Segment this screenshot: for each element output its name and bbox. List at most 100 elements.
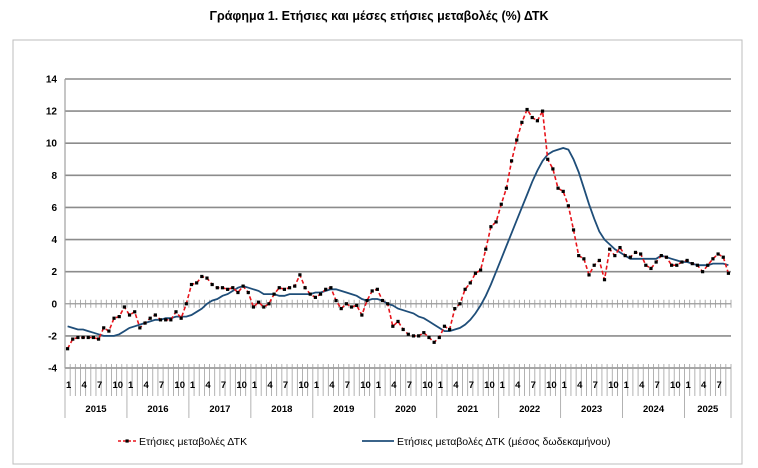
series-line-annual (66, 107, 730, 350)
year-label: 2017 (209, 404, 230, 415)
year-label: 2023 (581, 404, 602, 415)
data-point-annual (308, 292, 312, 296)
year-label: 2016 (147, 404, 168, 415)
data-point-annual (432, 340, 436, 344)
data-point-annual (685, 258, 689, 263)
month-tick-label: 7 (345, 380, 350, 391)
data-point-annual (613, 254, 617, 258)
data-point-annual (355, 303, 359, 307)
data-point-annual (138, 326, 142, 330)
data-point-annual (726, 271, 731, 275)
year-label: 2021 (457, 404, 479, 415)
data-point-annual (473, 271, 478, 275)
month-tick-label: 1 (562, 380, 568, 391)
data-point-annual (86, 335, 90, 340)
month-tick-label: 7 (717, 380, 722, 391)
y-tick-label: -2 (48, 331, 57, 342)
data-point-annual (608, 247, 612, 251)
data-point-annual (427, 335, 431, 340)
data-point-annual (365, 298, 369, 303)
data-point-annual (65, 347, 70, 351)
data-point-annual (122, 305, 126, 309)
month-tick-label: 1 (500, 380, 506, 391)
year-label: 2024 (643, 404, 665, 415)
data-point-annual (566, 204, 570, 208)
y-tick-label: 4 (51, 235, 57, 246)
data-point-annual (334, 298, 338, 303)
data-point-annual (422, 331, 426, 335)
month-tick-label: 4 (143, 380, 149, 391)
data-point-annual (649, 266, 653, 271)
data-point-annual (458, 302, 462, 306)
month-tick-label: 1 (624, 380, 630, 391)
data-point-annual (251, 305, 256, 309)
data-point-annual (716, 252, 720, 256)
data-point-annual (303, 286, 307, 290)
data-point-annual (535, 119, 539, 123)
year-label: 2022 (519, 404, 540, 415)
month-tick-label: 10 (484, 380, 495, 391)
data-point-annual (143, 321, 147, 325)
data-point-annual (112, 316, 116, 320)
data-point-annual (272, 292, 276, 296)
data-point-annual (360, 313, 364, 317)
data-point-annual (96, 337, 101, 341)
data-point-annual (453, 306, 457, 311)
data-point-annual (241, 284, 245, 288)
data-point-annual (675, 263, 679, 267)
data-point-annual (344, 302, 348, 306)
month-tick-label: 7 (159, 380, 164, 391)
data-point-annual (411, 334, 416, 338)
data-point-annual (164, 318, 168, 322)
data-point-annual (401, 327, 405, 332)
data-point-annual (597, 258, 601, 263)
data-point-annual (504, 186, 509, 190)
data-point-annual (680, 260, 684, 264)
data-point-annual (711, 257, 715, 261)
month-tick-label: 7 (283, 380, 288, 391)
chart-title: Γράφημα 1. Ετήσιες και μέσες ετήσιες μετ… (209, 9, 549, 23)
data-point-annual (494, 220, 498, 224)
month-tick-label: 4 (391, 380, 397, 391)
y-tick-label: 2 (51, 267, 57, 278)
data-point-annual (329, 286, 333, 290)
data-point-annual (577, 254, 581, 258)
data-point-annual (179, 316, 183, 320)
year-label: 2018 (271, 404, 292, 415)
month-tick-label: 4 (81, 380, 87, 391)
data-point-annual (551, 167, 555, 171)
data-point-annual (349, 305, 354, 309)
data-point-annual (639, 252, 643, 256)
data-point-annual (530, 115, 534, 120)
month-tick-label: 10 (112, 380, 123, 391)
data-point-annual (396, 319, 400, 324)
data-point-annual (282, 287, 287, 291)
data-point-annual (169, 318, 173, 322)
data-point-annual (215, 286, 219, 290)
data-point-annual (406, 332, 410, 336)
data-point-annual (670, 263, 674, 267)
month-tick-label: 4 (205, 380, 211, 391)
data-point-annual (158, 318, 163, 322)
data-point-annual (133, 310, 137, 314)
month-tick-label: 7 (407, 380, 412, 391)
data-point-annual (690, 262, 694, 266)
data-point-annual (324, 287, 328, 291)
data-point-annual (298, 273, 302, 277)
data-point-annual (81, 335, 85, 340)
legend-marker-annual (125, 439, 129, 443)
data-point-annual (654, 260, 658, 264)
data-point-annual (628, 255, 632, 259)
month-tick-label: 10 (298, 380, 309, 391)
data-point-annual (174, 310, 178, 314)
data-point-annual (618, 245, 622, 250)
month-tick-label: 7 (469, 380, 474, 391)
data-point-annual (442, 324, 447, 328)
data-point-annual (153, 313, 157, 317)
data-point-annual (380, 298, 385, 303)
data-point-annual (437, 335, 441, 340)
month-tick-label: 10 (360, 380, 371, 391)
data-point-annual (189, 282, 194, 287)
data-point-annual (479, 268, 483, 272)
